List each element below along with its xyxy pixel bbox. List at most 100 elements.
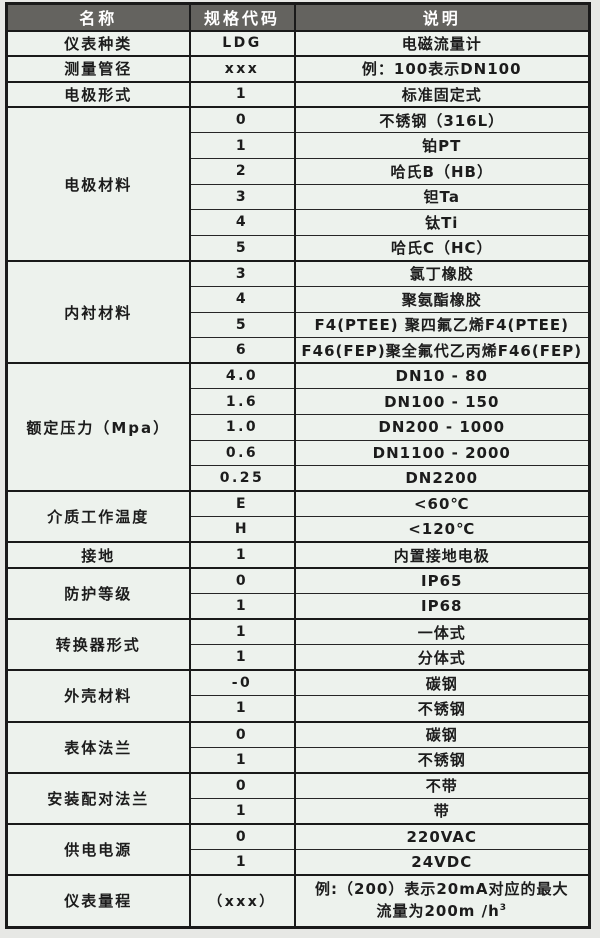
description-cell: 例:（200）表示20mA对应的最大 流量为200m /h3 <box>294 874 590 928</box>
description-cell: <60℃ <box>294 490 590 518</box>
table-row: 安装配对法兰 0 不带 <box>6 771 590 825</box>
description-cell: F4(PTEE) 聚四氟乙烯F4(PTEE) <box>294 311 590 339</box>
spec-code-cell: 1 <box>189 541 296 569</box>
spec-code-cell: 0.25 <box>189 465 296 492</box>
description-line-2-text: 流量为200m /h <box>376 901 500 920</box>
description-cell: 不锈钢（316L） <box>294 106 590 134</box>
spec-code-cell: 2 <box>189 157 296 185</box>
spec-code-cell: 0 <box>189 720 296 748</box>
row-group-name-cell: 额定压力（Mpa） <box>6 362 191 493</box>
spec-code-cell: 1 <box>189 132 296 159</box>
description-cell: 碳钢 <box>294 669 590 697</box>
description-cell: 聚氨酯橡胶 <box>294 285 590 313</box>
table-row: 1 24VDC <box>7 849 590 876</box>
description-cell: 氯丁橡胶 <box>294 259 590 287</box>
row-group-name-cell: 电极形式 <box>6 80 191 109</box>
table-row: 转换器形式 1 一体式 <box>6 618 590 672</box>
description-cell: 铂PT <box>294 132 590 159</box>
row-group-name-cell: 外壳材料 <box>6 669 191 723</box>
spec-code-cell: 1.0 <box>189 413 296 441</box>
spec-code-cell: 4 <box>189 209 296 236</box>
table-row: 电极材料 0 不锈钢（316L） <box>6 106 590 262</box>
table-row: 防护等级 0 IP65 <box>6 566 590 621</box>
column-header-code: 规格代码 <box>188 2 296 32</box>
description-cell: DN1100 - 2000 <box>294 439 590 467</box>
column-header-desc: 说明 <box>293 2 591 32</box>
description-cell: IP68 <box>294 593 590 620</box>
table-row: 5 哈氏C（HC） <box>7 234 590 262</box>
row-group-name-cell: 表体法兰 <box>6 720 191 774</box>
description-cell: DN200 - 1000 <box>294 413 590 441</box>
description-cell: 220VAC <box>294 822 590 850</box>
description-cell: 24VDC <box>294 849 590 876</box>
description-cell: 钽Ta <box>294 183 590 211</box>
description-cell: 哈氏C（HC） <box>294 234 590 262</box>
description-cell: DN10 - 80 <box>294 362 590 390</box>
row-group-name-cell: 内衬材料 <box>6 259 191 365</box>
spec-code-cell: 1 <box>189 80 296 108</box>
table-row: 2 哈氏B（HB） <box>7 157 590 185</box>
spec-code-cell: 1.6 <box>189 388 296 415</box>
spec-code-cell: E <box>189 490 296 518</box>
spec-code-cell: 3 <box>189 183 296 211</box>
spec-code-cell: LDG <box>189 29 296 57</box>
spec-code-cell: 5 <box>189 311 296 339</box>
spec-code-cell: 0 <box>189 822 296 850</box>
description-cell: 钛Ti <box>294 209 590 236</box>
row-group-name-cell: 测量管径 <box>6 55 191 83</box>
table-row: 仪表种类 LDG 电磁流量计 <box>6 29 590 58</box>
description-cell: 碳钢 <box>294 720 590 748</box>
description-cell: 不锈钢 <box>294 746 590 774</box>
description-cell: <120℃ <box>294 516 590 543</box>
table-row: 6 F46(FEP)聚全氟代乙丙烯F46(FEP) <box>7 337 590 364</box>
description-cell: F46(FEP)聚全氟代乙丙烯F46(FEP) <box>294 337 590 364</box>
spec-code-cell: 5 <box>189 234 296 262</box>
row-group-name-cell: 电极材料 <box>6 106 191 262</box>
spec-code-cell: 1 <box>189 695 296 723</box>
description-line-2: 流量为200m /h3 <box>298 901 587 923</box>
row-group-name-cell: 仪表种类 <box>6 29 191 58</box>
description-cell: DN100 - 150 <box>294 388 590 415</box>
table-row: 3 钽Ta <box>7 183 590 211</box>
spec-code-cell: 1 <box>189 746 296 774</box>
table-row: 接地 1 内置接地电极 <box>6 541 590 569</box>
table-row: 0.6 DN1100 - 2000 <box>7 439 590 467</box>
table-row: 供电电源 0 220VAC <box>6 822 590 877</box>
spec-code-cell: 0 <box>189 106 296 134</box>
table-row: 4 聚氨酯橡胶 <box>7 285 590 313</box>
description-cell: IP65 <box>294 566 590 595</box>
description-cell: 电磁流量计 <box>294 29 590 57</box>
spec-code-cell: 1 <box>189 593 296 620</box>
description-cell: 内置接地电极 <box>294 541 590 569</box>
table-row: 1 不锈钢 <box>7 746 590 774</box>
table-row: 内衬材料 3 氯丁橡胶 <box>6 259 590 365</box>
spec-code-cell: 3 <box>189 259 296 287</box>
description-cell: 不锈钢 <box>294 695 590 723</box>
table-row: H <120℃ <box>7 516 590 543</box>
table-row: 1.6 DN100 - 150 <box>7 388 590 415</box>
table-row: 电极形式 1 标准固定式 <box>6 80 590 109</box>
description-cell: 带 <box>294 797 590 825</box>
spec-code-cell: 0.6 <box>189 439 296 467</box>
description-cell: 分体式 <box>294 644 590 671</box>
description-cell: 一体式 <box>294 618 590 646</box>
table-row: 额定压力（Mpa） 4.0 DN10 - 80 <box>6 362 590 493</box>
table-row: 4 钛Ti <box>7 209 590 236</box>
description-cell: 哈氏B（HB） <box>294 157 590 185</box>
column-header-name: 名称 <box>5 2 191 32</box>
spec-code-cell: H <box>189 516 296 543</box>
table-row: 表体法兰 0 碳钢 <box>6 720 590 774</box>
description-cell: 不带 <box>294 771 590 799</box>
spec-code-cell: （xxx） <box>189 874 296 928</box>
spec-code-cell: 0 <box>189 566 296 595</box>
table-row: 1 IP68 <box>7 593 590 620</box>
spec-code-cell: 4 <box>189 285 296 313</box>
table-row: 1.0 DN200 - 1000 <box>7 413 590 441</box>
spec-code-cell: 1 <box>189 797 296 825</box>
description-cell: DN2200 <box>294 465 590 492</box>
row-group-name-cell: 仪表量程 <box>6 874 191 929</box>
row-group-name-cell: 供电电源 <box>6 822 191 877</box>
row-group-name-cell: 介质工作温度 <box>6 490 191 544</box>
spec-table: 名称 规格代码 说明 仪表种类 LDG 电磁流量计 测量管径 xxx 例：100表示DN1… <box>5 2 591 929</box>
